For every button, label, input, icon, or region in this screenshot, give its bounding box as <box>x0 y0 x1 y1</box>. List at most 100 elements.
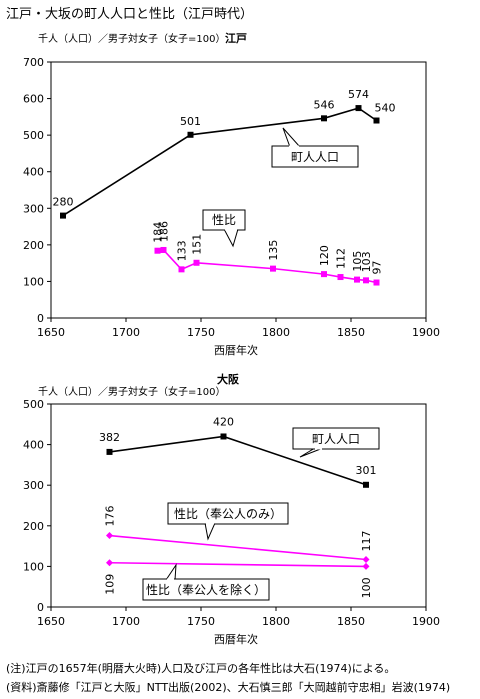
osaka-nonservant-callout-label: 性比（奉公人を除く） <box>146 582 266 597</box>
osaka-ytick-label: 500 <box>23 398 44 411</box>
osaka-xtick-label: 1750 <box>187 615 215 628</box>
edo-series-0-point <box>355 105 362 112</box>
edo-data-label: 120 <box>318 245 331 266</box>
edo-series-1-point <box>321 271 327 278</box>
edo-series-0-point <box>187 131 194 138</box>
edo-data-label: 546 <box>314 98 335 111</box>
edo-xtick-label: 1750 <box>187 326 215 339</box>
edo-plot-area <box>50 61 427 319</box>
edo-ytick-label: 200 <box>23 239 44 252</box>
edo-ytick-label: 400 <box>23 166 44 179</box>
edo-data-label: 280 <box>53 196 74 209</box>
edo-xtick-label: 1650 <box>37 326 65 339</box>
osaka-series-2-line <box>109 561 367 568</box>
edo-series-0-point <box>60 212 66 219</box>
osaka-data-label: 382 <box>99 431 120 444</box>
edo-series-0-point <box>373 117 380 124</box>
edo-data-label: 151 <box>191 234 204 255</box>
osaka-data-label: 109 <box>104 574 117 595</box>
edo-ytick-label: 600 <box>23 93 44 106</box>
osaka-series-1-point <box>362 555 370 563</box>
edo-sexratio-callout-pointer <box>223 228 239 248</box>
osaka-xtick-label: 1900 <box>412 615 440 628</box>
edo-series-1-point <box>373 279 380 286</box>
edo-xlabel: 西暦年次 <box>214 343 258 357</box>
edo-ytick-label: 500 <box>23 129 44 142</box>
osaka-servant-callout-label: 性比（奉公人のみ） <box>174 507 282 521</box>
osaka-xtick-label: 1800 <box>262 615 290 628</box>
edo-data-label: 135 <box>267 240 280 261</box>
osaka-ytick-label: 400 <box>23 439 44 452</box>
osaka-chart: 大阪 千人（人口）／男子対女子（女子=100） 0 100 200 300 400 500… <box>23 372 440 646</box>
edo-data-label: 184 <box>152 222 165 243</box>
edo-xtick-label: 1800 <box>262 326 290 339</box>
osaka-series-0-point <box>106 448 113 455</box>
edo-population-callout-pointer <box>282 127 302 148</box>
osaka-servant-callout-pointer <box>204 522 216 541</box>
edo-ylabel: 千人（人口）／男子対女子（女子=100） <box>38 32 225 45</box>
edo-ytick-label: 0 <box>37 312 44 325</box>
osaka-data-label: 117 <box>360 530 373 551</box>
edo-data-label: 97 <box>371 261 384 275</box>
edo-data-label: 105 <box>351 251 364 272</box>
footnote-note: (注)江戸の1657年(明暦大火時)人口及び江戸の各年性比は大石(1974)によ… <box>6 662 396 675</box>
edo-data-label: 540 <box>375 102 396 115</box>
osaka-series-1-line <box>109 534 367 561</box>
osaka-ytick-label: 100 <box>23 560 44 573</box>
edo-data-label: 133 <box>176 240 189 261</box>
osaka-population-callout-box <box>292 427 380 450</box>
osaka-data-label: 176 <box>104 506 117 527</box>
osaka-xtick-label: 1850 <box>337 615 365 628</box>
edo-series-1-point <box>160 246 167 253</box>
edo-data-label: 112 <box>335 248 348 269</box>
osaka-data-label: 100 <box>360 577 373 598</box>
osaka-series-2-point <box>362 562 370 570</box>
osaka-chart-title: 大阪 <box>217 372 240 386</box>
edo-series-1-line <box>157 249 377 284</box>
osaka-ytick-label: 0 <box>37 601 44 614</box>
osaka-ytick-label: 300 <box>23 479 44 492</box>
edo-xtick-label: 1900 <box>412 326 440 339</box>
edo-series-1-point <box>337 274 344 281</box>
osaka-xtick-label: 1700 <box>112 615 140 628</box>
edo-population-callout-label: 町人人口 <box>291 150 339 164</box>
edo-series-1-point <box>178 266 185 273</box>
edo-ytick-label: 300 <box>23 202 44 215</box>
edo-data-label: 501 <box>180 115 201 128</box>
osaka-nonservant-callout-box <box>142 578 270 601</box>
edo-series-0-point <box>321 115 327 122</box>
edo-xtick-label: 1700 <box>112 326 140 339</box>
edo-chart: 千人（人口）／男子対女子（女子=100） 江戸 0 100 200 300 400 500… <box>23 31 440 357</box>
osaka-xtick-label: 1650 <box>37 615 65 628</box>
edo-series-1-point <box>154 247 161 254</box>
osaka-data-label: 301 <box>356 464 377 477</box>
osaka-series-0-point <box>220 433 227 440</box>
osaka-nonservant-callout-pointer <box>165 563 177 581</box>
osaka-ytick-label: 200 <box>23 520 44 533</box>
edo-data-label: 574 <box>348 88 369 101</box>
osaka-data-label: 420 <box>213 415 234 428</box>
edo-series-1-point <box>270 265 276 272</box>
edo-series-1-point <box>354 276 360 283</box>
osaka-ylabel: 千人（人口）／男子対女子（女子=100） <box>38 385 225 398</box>
edo-chart-title: 江戸 <box>225 31 247 45</box>
edo-data-label: 103 <box>360 251 373 272</box>
edo-sexratio-callout-label: 性比 <box>212 213 236 227</box>
edo-xtick-label: 1850 <box>337 326 365 339</box>
osaka-servant-callout-box <box>167 502 289 525</box>
edo-series-1-point <box>363 277 369 284</box>
edo-population-callout-box <box>271 145 359 168</box>
osaka-population-callout-label: 町人人口 <box>312 432 360 446</box>
osaka-plot-area <box>50 403 427 608</box>
page-title: 江戸・大坂の町人人口と性比（江戸時代） <box>6 7 254 22</box>
edo-data-label: 186 <box>158 221 171 242</box>
edo-ytick-label: 100 <box>23 275 44 288</box>
osaka-series-0-point <box>363 481 369 488</box>
osaka-series-2-point <box>106 559 113 567</box>
edo-sexratio-callout-box <box>202 209 246 231</box>
osaka-xlabel: 西暦年次 <box>214 632 258 646</box>
edo-ytick-label: 700 <box>23 56 44 69</box>
edo-series-1-point <box>193 259 200 266</box>
footnote-source: (資料)斎藤修「江戸と大阪」NTT出版(2002)、大石慎三郎「大岡越前守忠相」… <box>6 681 451 694</box>
osaka-series-1-point <box>106 532 113 540</box>
